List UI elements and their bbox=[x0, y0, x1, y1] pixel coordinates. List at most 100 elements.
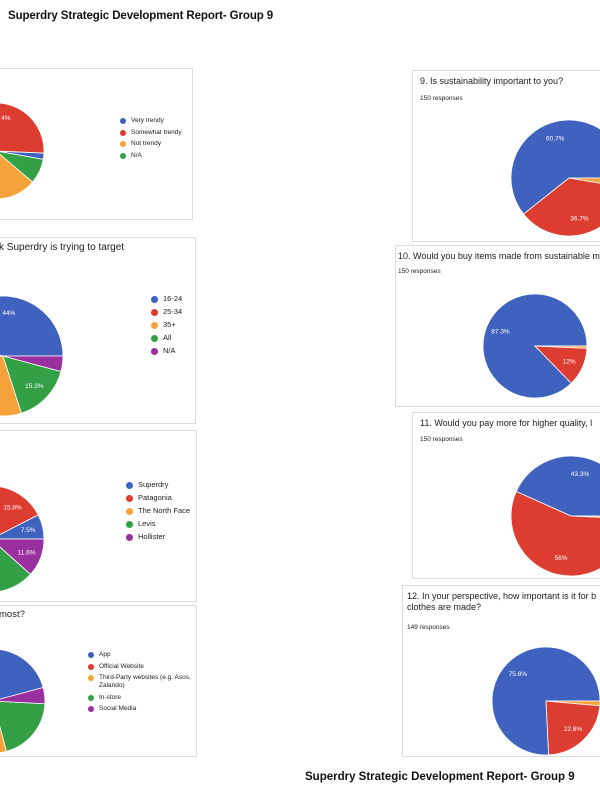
legend-item: Hollister bbox=[126, 533, 196, 541]
trendy-card: 4% Very trendy Somewhat trendy Not trend… bbox=[0, 68, 193, 220]
legend-item: Third-Party websites (e.g. Asos, Zalando… bbox=[88, 674, 194, 690]
legend-swatch bbox=[88, 652, 94, 658]
pie-slice-label: 36.7% bbox=[570, 215, 589, 222]
q11-responses: 150 responses bbox=[420, 436, 463, 443]
legend-swatch bbox=[126, 508, 133, 515]
pie-slice-label: 43.3% bbox=[571, 471, 590, 478]
legend-label: Very trendy bbox=[131, 117, 164, 124]
legend-label: Levis bbox=[138, 519, 156, 528]
legend-label: App bbox=[99, 651, 111, 658]
legend-label: N/A bbox=[131, 151, 142, 159]
legend-swatch bbox=[88, 663, 94, 670]
q12-question: 12. In your perspective, how important i… bbox=[407, 591, 597, 612]
pie-slice bbox=[570, 515, 600, 518]
target-card: k Superdry is trying to target 44%%15.3%… bbox=[0, 237, 196, 424]
pie-slice-label: 12% bbox=[563, 358, 576, 365]
legend-item: 25-34 bbox=[151, 308, 195, 316]
brands-legend: Superdry Patagonia The North Face Levis … bbox=[126, 481, 196, 546]
brands-pie: 7.5% 15.8% 11.6% bbox=[0, 486, 45, 592]
shop-card: most? % App Official Website Third-Party… bbox=[0, 605, 197, 757]
legend-label: 35+ bbox=[163, 320, 176, 329]
target-legend: 16-24 25-34 35+ All N/A bbox=[151, 295, 195, 360]
pie-slice-label: 87.3% bbox=[491, 328, 510, 335]
legend-swatch bbox=[151, 322, 158, 329]
pie-slice bbox=[2, 355, 62, 414]
legend-swatch bbox=[120, 118, 126, 124]
legend-swatch bbox=[126, 521, 133, 528]
legend-swatch bbox=[120, 141, 126, 147]
pie-slice bbox=[0, 649, 44, 700]
pie-slice bbox=[545, 700, 600, 756]
legend-label: Superdry bbox=[138, 480, 169, 489]
q10-card: 10. Would you buy items made from sustai… bbox=[395, 245, 600, 407]
pie-slice bbox=[510, 490, 600, 577]
pie-slice bbox=[0, 687, 46, 705]
pie-slice-label: 7.5% bbox=[21, 527, 36, 534]
legend-swatch bbox=[151, 335, 158, 342]
brands-card: 7.5% 15.8% 11.6% Superdry Patagonia The No… bbox=[0, 430, 197, 602]
pie-slice bbox=[482, 293, 588, 399]
pie-slice-label: 56% bbox=[555, 555, 568, 562]
legend-item: Somewhat trendy bbox=[120, 129, 190, 137]
legend-label: Not trendy bbox=[131, 140, 161, 147]
legend-label: N/A bbox=[163, 346, 176, 355]
page-footer-title: Superdry Strategic Development Report- G… bbox=[305, 771, 575, 783]
legend-item: Official Website bbox=[88, 663, 194, 671]
page-header-title: Superdry Strategic Development Report- G… bbox=[8, 10, 274, 22]
pie-slice bbox=[2, 355, 64, 372]
q9-pie: 60.7% 36.7% bbox=[510, 119, 600, 237]
legend-item: Patagonia bbox=[126, 494, 196, 502]
pie-slice-label: 15.3% bbox=[25, 383, 44, 390]
legend-swatch bbox=[151, 348, 158, 355]
legend-label: Hollister bbox=[138, 532, 166, 541]
legend-label: Official Website bbox=[99, 662, 144, 670]
pie-slice-label: 75.8% bbox=[509, 671, 528, 678]
pie-slice-label: 4% bbox=[1, 115, 11, 122]
legend-item: The North Face bbox=[126, 507, 196, 515]
pie-slice bbox=[0, 538, 45, 575]
legend-item: Social Media bbox=[88, 705, 194, 713]
pie-slice bbox=[568, 177, 600, 184]
legend-swatch bbox=[126, 482, 133, 489]
legend-item: N/A bbox=[120, 152, 190, 160]
legend-item: 16-24 bbox=[151, 295, 195, 303]
pie-slice bbox=[0, 546, 32, 592]
legend-item: Very trendy bbox=[120, 117, 190, 125]
legend-swatch bbox=[151, 296, 158, 303]
pie-slice bbox=[0, 295, 64, 357]
trendy-legend: Very trendy Somewhat trendy Not trendy N… bbox=[120, 117, 190, 163]
legend-item: Superdry bbox=[126, 481, 196, 489]
q10-question: 10. Would you buy items made from sustai… bbox=[398, 251, 600, 261]
q10-pie: 87.3% 12% bbox=[482, 293, 588, 399]
pie-slice bbox=[510, 119, 600, 215]
target-question: k Superdry is trying to target bbox=[0, 242, 125, 253]
legend-swatch bbox=[126, 534, 133, 541]
legend-label: All bbox=[163, 333, 172, 342]
legend-item: All bbox=[151, 334, 195, 342]
pie-slice bbox=[523, 177, 600, 237]
legend-label: The North Face bbox=[138, 506, 191, 515]
legend-swatch bbox=[88, 694, 94, 701]
q11-question: 11. Would you pay more for higher qualit… bbox=[420, 418, 593, 428]
legend-item: 35+ bbox=[151, 321, 195, 329]
pie-slice bbox=[0, 151, 44, 183]
shop-pie: % bbox=[0, 649, 46, 753]
pie-slice bbox=[0, 153, 34, 200]
pie-slice bbox=[515, 455, 600, 517]
pie-slice bbox=[0, 700, 46, 752]
legend-item: Not trendy bbox=[120, 140, 190, 148]
legend-swatch bbox=[88, 675, 94, 681]
q12-card: 12. In your perspective, how important i… bbox=[402, 585, 600, 757]
pie-slice-label: 15.8% bbox=[3, 505, 22, 512]
pie-slice bbox=[0, 355, 22, 417]
trendy-pie: 4% bbox=[0, 102, 45, 200]
pie-slice bbox=[0, 102, 45, 154]
legend-label: Somewhat trendy bbox=[131, 128, 182, 136]
q9-question: 9. Is sustainability important to you? bbox=[420, 76, 564, 86]
q11-pie: 43.3% 56% bbox=[510, 455, 600, 577]
pie-slice bbox=[534, 345, 588, 349]
pie-slice-label: 22.8% bbox=[564, 726, 583, 733]
shop-legend: App Official Website Third-Party website… bbox=[88, 651, 194, 717]
legend-label: Social Media bbox=[99, 705, 137, 712]
q12-pie: 75.8% 22.8% bbox=[491, 646, 600, 756]
